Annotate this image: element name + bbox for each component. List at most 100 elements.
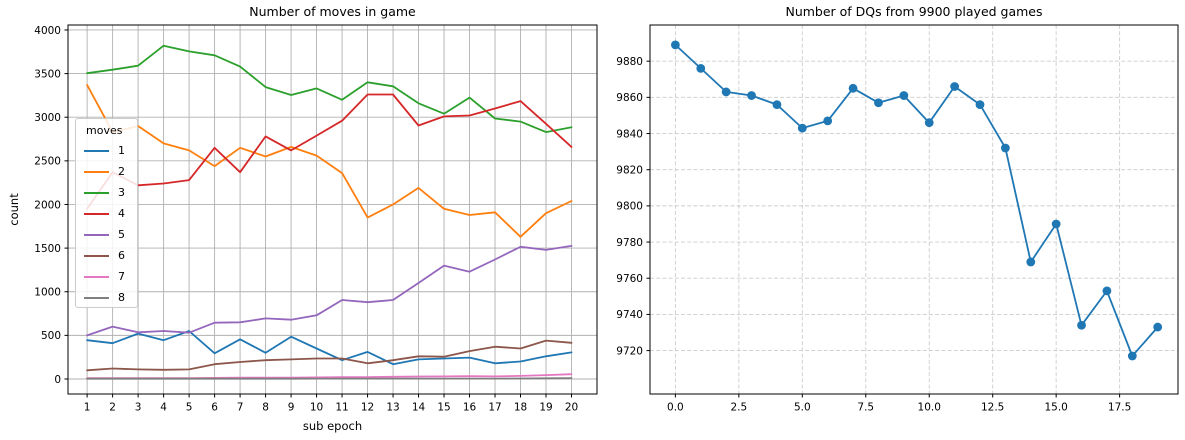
legend-entry-label: 5 [118,228,125,241]
grid [650,25,1178,394]
series-group [86,44,573,380]
y-tick-label: 9760 [616,273,643,285]
y-tick-label: 9780 [616,237,643,249]
x-tick-label: 9 [288,402,295,414]
data-point-marker [899,91,909,100]
y-tick-label: 9880 [616,56,643,68]
data-point-marker [1051,219,1061,229]
data-point-marker [797,123,807,133]
legend-entry-5: 5 [76,224,137,245]
data-point-marker [696,64,706,73]
series-line-moves-4 [86,93,573,210]
x-tick-label: 15 [437,402,450,414]
ticks: 0.0 2.5 5.0 7.5 10.0 12.5 15.0 17.5 9720 9740 9760… [616,56,1131,414]
axes-frame [67,24,598,395]
y-tick-label: 1500 [34,243,61,255]
y-axis-label: count [7,193,21,226]
x-tick-label: 3 [135,402,142,414]
x-tick-label: 10.0 [918,402,941,414]
x-tick-label: 15.0 [1044,402,1067,414]
x-tick-label: 13 [386,402,399,414]
y-tick-label: 9820 [616,165,643,177]
series-line-moves-6 [86,339,573,372]
y-tick-label: 9800 [616,201,643,213]
series-group [670,40,1163,361]
x-tick-label: 10 [310,402,323,414]
legend-entry-label: 4 [118,207,125,220]
data-point-marker [823,116,833,126]
x-tick-label: 20 [565,402,578,414]
legend-entry-label: 1 [118,144,125,157]
y-tick-label: 0 [54,374,61,386]
legend-line-swatch [84,296,109,299]
data-point-marker [772,100,782,109]
x-tick-label: 7 [237,402,244,414]
y-tick-label: 9720 [616,345,643,357]
data-point-marker [848,83,858,93]
legend-line-swatch [84,212,109,215]
x-tick-label: 2 [109,402,116,414]
y-tick-label: 9740 [616,309,643,321]
grid [68,25,597,394]
y-tick-label: 4000 [34,25,61,37]
x-tick-label: 12.5 [981,402,1004,414]
legend-entry-7: 7 [76,266,137,287]
legend-entry-label: 6 [118,249,125,262]
chart-title: Number of DQs from 9900 played games [785,4,1042,19]
data-point-marker [670,40,680,50]
data-point-marker [924,118,934,128]
legend-entry-1: 1 [76,140,137,161]
data-point-marker [975,100,985,109]
legend-line-swatch [84,149,109,152]
data-point-marker [747,91,756,100]
legend-entry-3: 3 [76,182,137,203]
legend-entry-6: 6 [76,245,137,266]
legend-line-swatch [84,254,109,257]
ticks: 1 2 3 4 5 6 7 8 9 10 11 12 13 14 15 16 17 18 19 20050010001… [34,25,578,414]
legend-line-swatch [84,191,109,194]
data-point-marker [874,98,883,108]
y-tick-label: 9860 [616,92,643,104]
data-point-marker [1026,257,1036,267]
legend-title: moves [86,124,123,137]
y-tick-label: 9840 [616,128,643,140]
data-point-marker [1102,286,1112,296]
data-point-marker [1077,320,1086,330]
series-line-moves-5 [86,244,573,337]
y-tick-label: 2500 [34,156,61,168]
legend: moves 1 2 3 4 5 6 7 8 [75,118,138,308]
legend-entry-4: 4 [76,203,137,224]
x-tick-label: 4 [160,402,167,414]
series-line-moves-2 [86,84,573,238]
y-tick-label: 3500 [34,68,61,80]
series-line-dqs-DQs [674,44,1159,357]
y-tick-label: 2000 [34,199,61,211]
legend-entry-label: 2 [118,165,125,178]
x-tick-label: 2.5 [730,402,747,414]
legend-line-swatch [84,275,109,278]
legend-line-swatch [84,170,109,173]
series-line-moves-8 [86,377,573,380]
series-line-moves-3 [86,44,573,134]
y-tick-label: 3000 [34,112,61,124]
legend-entry-label: 3 [118,186,125,199]
x-tick-label: 17.5 [1108,402,1131,414]
data-point-marker [1000,143,1010,153]
legend-entry-2: 2 [76,161,137,182]
y-tick-label: 1000 [34,287,61,299]
x-axis-label: sub epoch [303,419,362,433]
x-tick-label: 18 [514,402,527,414]
legend-entry-label: 7 [118,270,125,283]
axes-frame [649,24,1179,395]
chart-title: Number of moves in game [249,4,416,19]
legend-line-swatch [84,233,109,236]
legend-entry-label: 8 [118,291,125,304]
data-point-marker [721,87,731,97]
x-tick-label: 5 [186,402,193,414]
x-tick-label: 5.0 [794,402,811,414]
x-tick-label: 19 [539,402,552,414]
legend-entry-8: 8 [76,287,137,308]
